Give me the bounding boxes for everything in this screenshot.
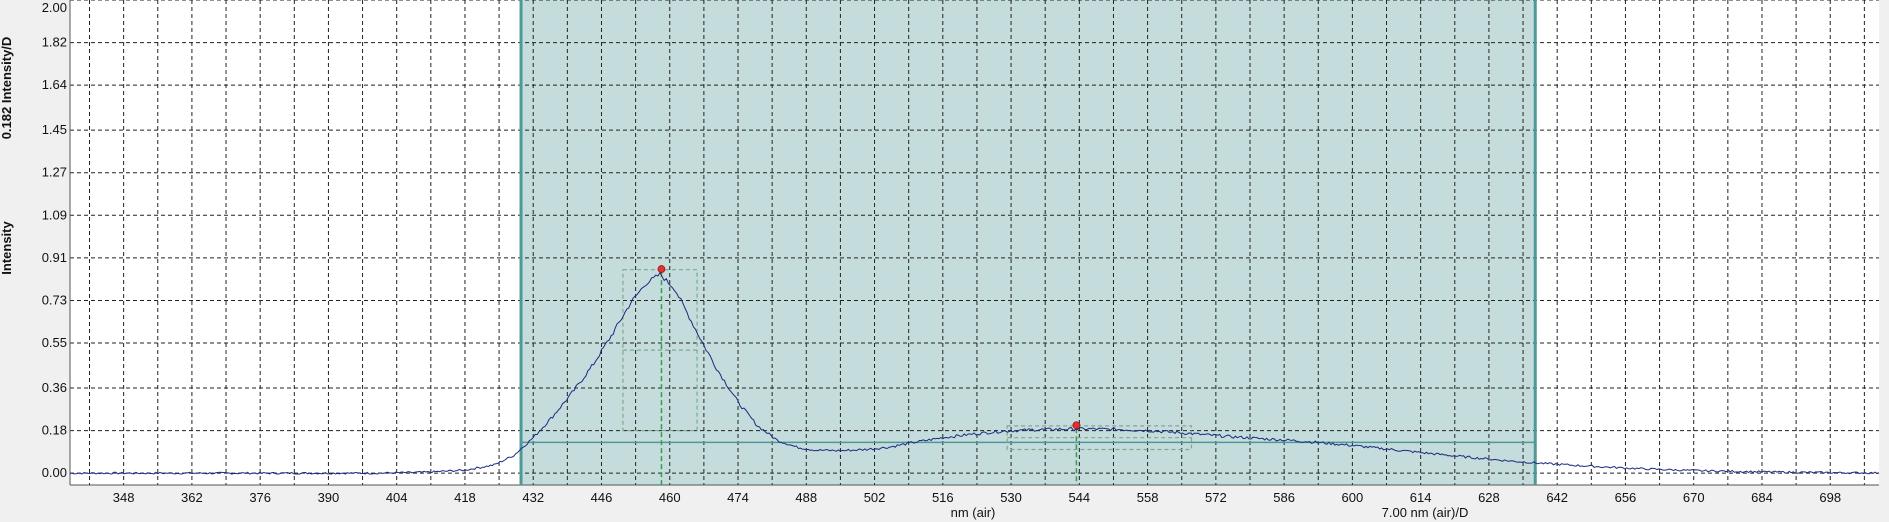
x-tick-label: 642 [1546, 490, 1568, 505]
x-tick-label: 460 [659, 490, 681, 505]
x-tick-label: 600 [1342, 490, 1364, 505]
y-tick-label: 0.73 [42, 292, 67, 307]
y-axis-label-left: Intensity [0, 221, 14, 275]
peak-markers[interactable] [657, 265, 1081, 430]
y-axis-label-right: 0.182 Intensity/D [0, 37, 14, 140]
y-tick-label: 1.27 [42, 165, 67, 180]
x-tick-label: 684 [1751, 490, 1773, 505]
x-tick-label: 376 [249, 490, 271, 505]
x-tick-label: 516 [932, 490, 954, 505]
y-tick-label: 0.18 [42, 423, 67, 438]
x-tick-label: 488 [795, 490, 817, 505]
x-tick-label: 390 [318, 490, 340, 505]
y-tick-label: 0.00 [42, 465, 67, 480]
x-tick-label: 572 [1205, 490, 1227, 505]
x-tick-label: 446 [591, 490, 613, 505]
x-axis-scale-label: 7.00 nm (air)/D [1382, 505, 1469, 520]
x-tick-label: 656 [1615, 490, 1637, 505]
x-axis-ticks: 348 362 376 390 404 418 432 446 460 474 488 502 516 5… [113, 490, 1841, 505]
y-axis-ticks: 2.00 1.82 1.64 1.45 1.27 1.09 0.91 0.73 0.55 0.36… [42, 0, 67, 480]
region-edges[interactable] [519, 0, 1537, 485]
x-tick-label: 530 [1000, 490, 1022, 505]
x-tick-label: 362 [181, 490, 203, 505]
x-axis-label: nm (air) [951, 505, 996, 520]
y-tick-label: 1.45 [42, 122, 67, 137]
x-tick-label: 586 [1273, 490, 1295, 505]
x-tick-label: 698 [1819, 490, 1841, 505]
y-tick-label: 2.00 [42, 0, 67, 15]
peak-marker[interactable] [1072, 421, 1081, 430]
x-tick-label: 348 [113, 490, 135, 505]
spectrum-line [69, 271, 1880, 475]
x-tick-label: 614 [1410, 490, 1432, 505]
x-tick-label: 404 [386, 490, 408, 505]
x-tick-label: 432 [522, 490, 544, 505]
x-tick-label: 558 [1137, 490, 1159, 505]
y-tick-label: 0.55 [42, 335, 67, 350]
y-tick-label: 0.91 [42, 250, 67, 265]
selection-region[interactable] [521, 0, 1536, 485]
y-tick-label: 1.82 [42, 35, 67, 50]
y-tick-label: 0.36 [42, 380, 67, 395]
x-tick-label: 670 [1683, 490, 1705, 505]
y-tick-label: 1.64 [42, 77, 67, 92]
x-tick-label: 418 [454, 490, 476, 505]
x-tick-label: 474 [727, 490, 749, 505]
x-tick-label: 628 [1478, 490, 1500, 505]
y-tick-label: 1.09 [42, 207, 67, 222]
grid-lines [69, 0, 1879, 486]
peak-marker[interactable] [657, 265, 666, 273]
x-tick-label: 544 [1068, 490, 1090, 505]
x-tick-label: 502 [864, 490, 886, 505]
